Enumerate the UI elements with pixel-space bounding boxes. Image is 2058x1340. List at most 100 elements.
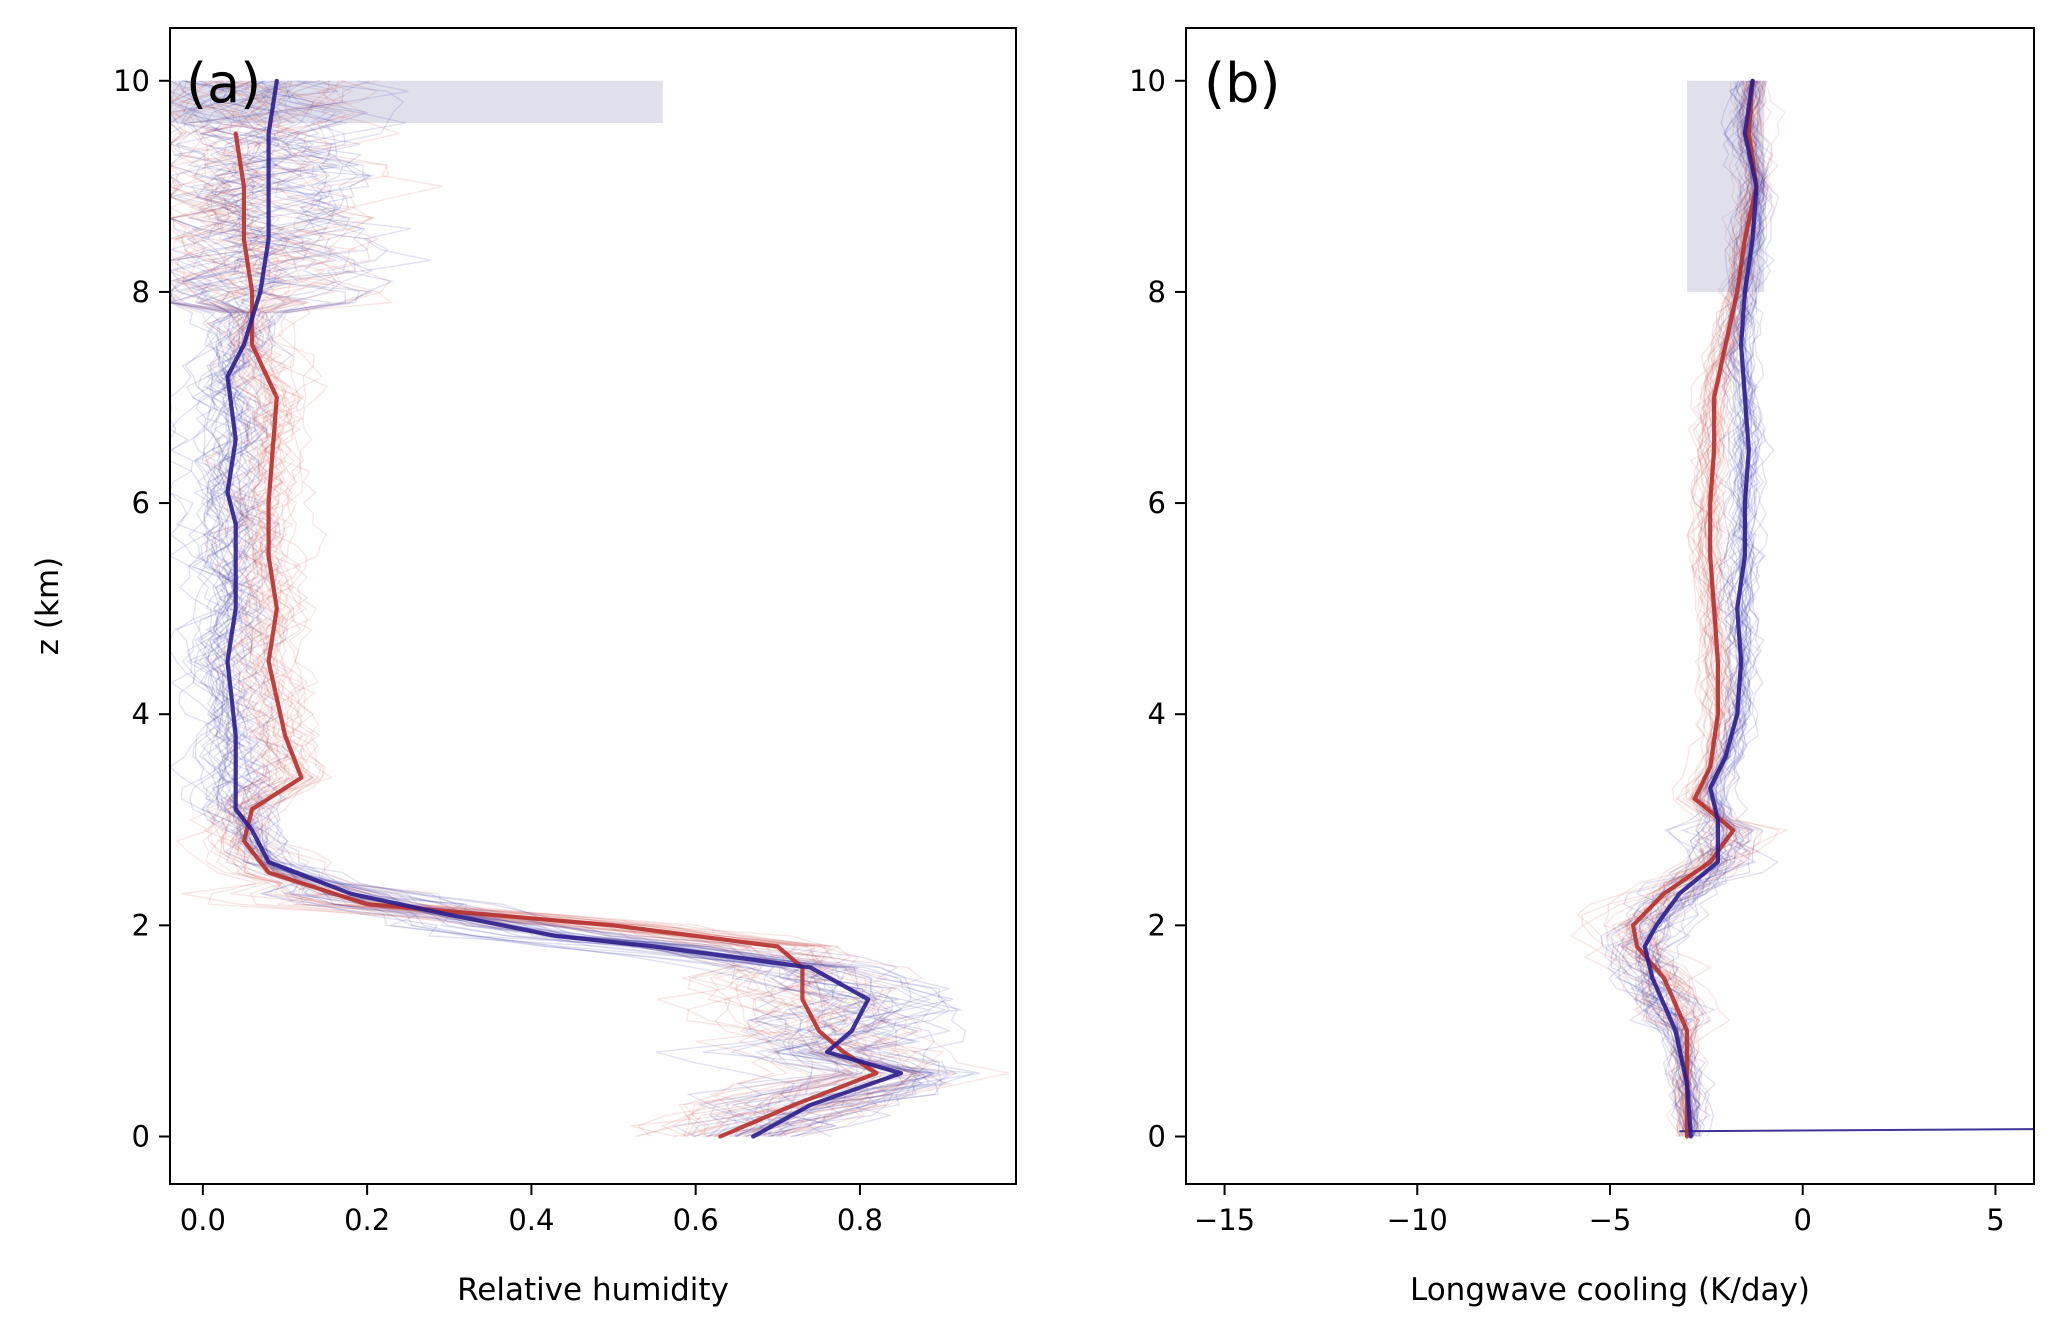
panel-a-member-line <box>202 80 935 1138</box>
panel-b-x-tick-label: 0 <box>1794 1203 1812 1237</box>
panel-a-member-line <box>206 80 931 1138</box>
panel-a-member-line <box>170 80 837 1137</box>
panel-a-member-line <box>170 80 939 1138</box>
panel-b-member-line <box>1634 80 1773 1137</box>
panel-a-member-line <box>188 80 876 1138</box>
panel-a-member-line <box>185 80 930 1138</box>
panel-a-y-tick-label: 8 <box>132 275 150 309</box>
panel-b-plot-area <box>1570 78 2034 1139</box>
panel-a-member-line <box>170 80 830 1138</box>
panel-b-x-tick-label: −10 <box>1387 1203 1448 1237</box>
panel-b-mean-line-blue <box>1642 78 1759 1139</box>
panel-a-member-line <box>172 80 951 1138</box>
panel-b-member-line <box>1630 80 1754 1137</box>
panel-b-member-line <box>1656 80 1767 1137</box>
panel-a-member-line <box>170 80 859 1137</box>
panel-a-member-line <box>170 80 823 1138</box>
panel-a-member-line <box>203 80 937 1138</box>
panel-b-member-line <box>1622 80 1776 1137</box>
panel-a-member-line <box>170 80 962 1138</box>
panel-a-y-tick-label: 10 <box>113 64 150 98</box>
panel-a-member-line <box>192 80 948 1138</box>
panel-a-y-tick-label: 4 <box>132 697 150 731</box>
panel-b-x-tick-label: −15 <box>1194 1203 1255 1237</box>
panel-a-member-line <box>170 80 888 1138</box>
panel-b-member-line <box>1624 80 1766 1137</box>
panel-b-member-line <box>1652 80 1773 1137</box>
panel-a-mean-line-blue <box>225 78 904 1139</box>
panel-a-mean-line-red <box>233 131 879 1139</box>
panel-b-member-line <box>1642 80 1761 1137</box>
panel-b-x-axis-label: Longwave cooling (K/day) <box>1410 1272 1810 1308</box>
panel-a-member-line <box>206 80 943 1138</box>
panel-a-member-line <box>170 80 906 1138</box>
panel-b-member-line <box>1618 80 1763 1137</box>
panel-b-x-tick-label: −5 <box>1589 1203 1632 1237</box>
panel-a-member-line <box>253 80 909 1138</box>
panel-b-label: (b) <box>1204 52 1280 115</box>
panel-a-ensemble-members <box>170 80 1010 1138</box>
panel-b-member-line <box>1622 80 1766 1137</box>
panel-a-x-tick-label: 0.2 <box>344 1203 390 1237</box>
panel-b-ticks: −15 −10 −5 0 5 0 2 4 6 8 10 <box>1129 64 2005 1237</box>
panel-a-member-line <box>183 80 948 1138</box>
panel-b-member-line <box>1604 80 1751 1137</box>
panel-b-surface-spike <box>1679 1128 2034 1133</box>
panel-b-y-tick-label: 10 <box>1129 64 1166 98</box>
panel-b-y-tick-label: 2 <box>1148 908 1166 942</box>
panel-a-member-line <box>182 80 980 1138</box>
panel-a-ticks: 0.0 0.2 0.4 0.6 0.8 0 2 4 6 8 10 <box>113 64 883 1237</box>
panel-b-x-tick-label: 5 <box>1986 1203 2004 1237</box>
panel-a-member-line <box>170 80 872 1137</box>
panel-a-axes-frame <box>169 27 1017 1185</box>
panel-a-y-tick-label: 0 <box>132 1119 150 1153</box>
panel-a-relative-humidity: 0.0 0.2 0.4 0.6 0.8 0 2 4 6 8 10 (a) Relative humi… <box>30 27 1017 1308</box>
panel-a-member-line <box>170 80 936 1138</box>
panel-a-member-line <box>172 80 873 1137</box>
panel-b-member-line <box>1600 80 1758 1137</box>
panel-a-member-line <box>170 80 953 1138</box>
panel-a-member-line <box>170 80 884 1138</box>
panel-b-member-line <box>1634 80 1753 1137</box>
y-axis-label: z (km) <box>30 557 66 655</box>
panel-a-member-line <box>170 80 864 1138</box>
panel-b-member-line <box>1634 80 1752 1137</box>
panel-b-member-line <box>1646 80 1762 1137</box>
panel-a-y-tick-label: 2 <box>132 908 150 942</box>
panel-a-member-line <box>170 80 855 1137</box>
panel-a-x-axis-label: Relative humidity <box>457 1272 729 1308</box>
panel-b-y-tick-label: 8 <box>1148 275 1166 309</box>
panel-a-member-line <box>189 80 958 1138</box>
panel-a-member-line <box>178 80 967 1138</box>
panel-b-member-line <box>1642 80 1762 1137</box>
panel-b-member-line <box>1623 80 1766 1137</box>
panel-b-mean-line-red <box>1631 78 1759 1139</box>
panel-a-member-line <box>222 80 851 1138</box>
panel-a-y-tick-label: 6 <box>132 486 150 520</box>
panel-a-member-line <box>182 80 846 1138</box>
panel-a-label: (a) <box>186 52 261 115</box>
panel-b-y-tick-label: 0 <box>1148 1119 1166 1153</box>
panel-a-plot-area <box>170 78 1010 1139</box>
panel-b-member-line <box>1636 80 1766 1137</box>
panel-a-member-line <box>170 80 881 1138</box>
panel-a-member-line <box>170 80 914 1138</box>
panel-b-member-line <box>1636 80 1780 1137</box>
panel-a-member-line <box>201 80 934 1137</box>
panel-a-member-line <box>180 80 881 1138</box>
panel-b-y-tick-label: 4 <box>1148 697 1166 731</box>
panel-a-member-line <box>201 80 952 1138</box>
panel-a-member-line <box>190 80 924 1138</box>
panel-a-member-line <box>175 80 901 1137</box>
panel-a-member-line <box>170 80 957 1137</box>
panel-a-member-line <box>170 80 878 1138</box>
panel-b-member-line <box>1628 80 1763 1137</box>
panel-a-member-line <box>170 80 899 1138</box>
panel-b-member-line <box>1640 80 1768 1137</box>
panel-b-longwave-cooling: −15 −10 −5 0 5 0 2 4 6 8 10 (b) Longwave cooling (… <box>1129 27 2035 1308</box>
panel-a-x-tick-label: 0.0 <box>180 1203 226 1237</box>
panel-b-member-line <box>1634 80 1768 1137</box>
panel-a-x-tick-label: 0.8 <box>837 1203 883 1237</box>
panel-a-member-line <box>199 80 918 1138</box>
